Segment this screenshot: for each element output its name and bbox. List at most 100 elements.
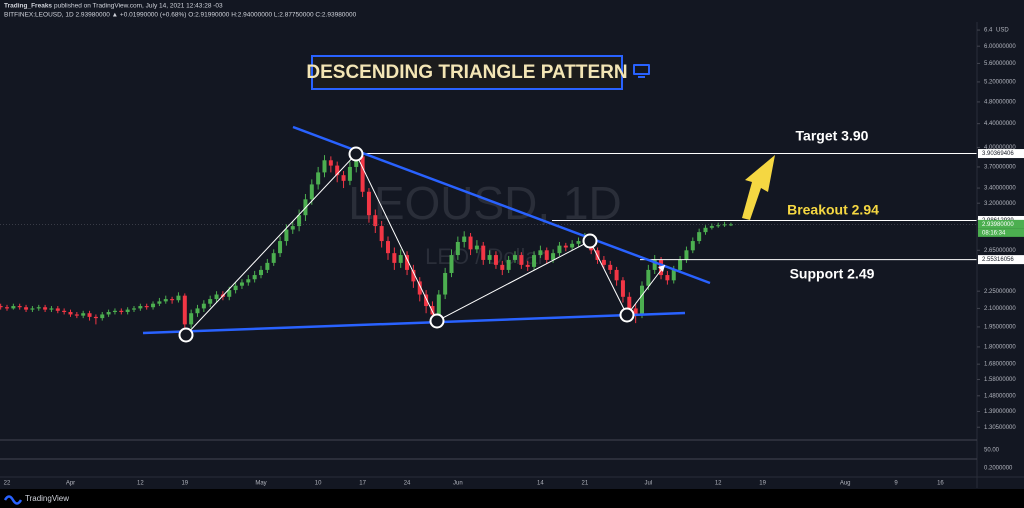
candle-body — [30, 308, 35, 310]
countdown: 08:16:34 — [982, 230, 1006, 236]
x-tick-label: 21 — [582, 481, 589, 487]
title-box — [311, 55, 623, 90]
candle-body — [627, 296, 632, 309]
candle-body — [443, 272, 448, 295]
candle-body — [36, 307, 41, 309]
candle-body — [500, 264, 505, 270]
y-tick-label: 3.40000000 — [984, 186, 1016, 192]
candle-body — [538, 250, 543, 256]
x-tick-label: 10 — [315, 481, 322, 487]
candle-body — [462, 236, 467, 242]
monitor-icon — [633, 64, 650, 78]
candle-body — [68, 312, 73, 315]
levels — [0, 153, 977, 261]
level-label: 2.93980000 — [982, 222, 1014, 228]
y-tick-label: 2.25000000 — [984, 289, 1016, 295]
candle-body — [487, 255, 492, 260]
level-label-box — [978, 255, 1024, 265]
candle-body — [405, 255, 410, 270]
candle-body — [278, 241, 283, 254]
candle-body — [449, 255, 454, 273]
y-tick-label: 2.10000000 — [984, 306, 1016, 312]
candle-body — [112, 310, 117, 313]
y-tick-label: 3.20000000 — [984, 201, 1016, 207]
y-tick-label: 1.39000000 — [984, 409, 1016, 415]
candle-body — [366, 191, 371, 216]
x-tick-label: 17 — [359, 481, 366, 487]
candle-body — [468, 236, 473, 250]
candle-body — [182, 295, 187, 325]
x-tick-label: 14 — [537, 481, 544, 487]
candle-body — [239, 282, 244, 286]
y-tick-label: 2.65000000 — [984, 248, 1016, 254]
y-tick-label: 4.40000000 — [984, 121, 1016, 127]
candle-body — [233, 285, 238, 291]
chart-title: DESCENDING TRIANGLE PATTERN — [306, 62, 627, 83]
candle-body — [519, 255, 524, 265]
candle-body — [436, 294, 441, 315]
candle-body — [316, 172, 321, 185]
x-tick-label: Apr — [66, 481, 75, 487]
header: Trading_Freaks published on TradingView.… — [4, 3, 357, 19]
candle-body — [474, 245, 479, 250]
candle-body — [132, 308, 136, 310]
candle-body — [106, 312, 111, 315]
author: Trading_Freaks — [4, 3, 52, 10]
pivot — [348, 146, 364, 162]
y-tick-label: 5.20000000 — [984, 80, 1016, 86]
candle-body — [640, 285, 644, 315]
footer-logo — [3, 495, 23, 505]
annotation: Support 2.49 — [790, 266, 875, 282]
candle-body — [5, 307, 9, 309]
pane-label: 0.2000000 — [984, 466, 1013, 472]
candle-body — [646, 269, 651, 286]
axes: 6.4 6.00000000 5.60000000 5.20000000 4.80000… — [4, 28, 1024, 487]
candle-body — [55, 308, 60, 311]
candle-body — [722, 224, 727, 226]
candle-body — [570, 243, 575, 248]
candle-body — [417, 281, 422, 295]
candle-body — [411, 269, 416, 282]
zigzag — [185, 153, 666, 336]
x-tick-label: 24 — [404, 481, 411, 487]
symbol-line: BITFINEX:LEOUSD, 1D 2.93980000 ▲ +0.0199… — [4, 12, 357, 19]
candle-body — [271, 253, 276, 263]
candle-body — [297, 215, 302, 227]
candle-body — [360, 156, 365, 192]
candle-body — [119, 310, 124, 313]
candle-body — [335, 165, 340, 176]
candle-body — [176, 295, 181, 301]
watermark-symbol: LEOUSD, 1D — [348, 177, 622, 229]
candle-body — [347, 166, 352, 181]
candle-body — [163, 299, 168, 302]
x-tick-label: Jun — [453, 481, 463, 487]
candle-body — [551, 253, 556, 260]
candle-body — [81, 313, 86, 316]
y-tick-label: 1.58000000 — [984, 377, 1016, 383]
candle-body — [170, 299, 175, 301]
x-tick-label: 12 — [715, 481, 722, 487]
candle-body — [11, 306, 16, 309]
candle-body — [392, 253, 397, 263]
y-tick-label: 6.4 — [984, 28, 993, 34]
candle-body — [157, 301, 162, 304]
candle-body — [74, 314, 79, 316]
y-tick-label: 1.95000000 — [984, 325, 1016, 331]
candle-body — [265, 262, 270, 270]
footer-brand: TradingView — [25, 494, 69, 503]
candle-body — [678, 259, 683, 270]
annotation: Target 3.90 — [796, 128, 869, 144]
candle-body — [684, 250, 689, 260]
pivot — [429, 313, 445, 329]
published: published on TradingView.com, July 14, 2… — [54, 3, 223, 10]
support-trendline — [142, 311, 686, 335]
level-label-box — [978, 149, 1024, 159]
candle-body — [144, 306, 149, 308]
candle-body — [151, 303, 156, 308]
candle-body — [284, 229, 289, 242]
candle-body — [201, 303, 206, 309]
zigzag-arrowhead — [658, 265, 665, 272]
candle-body — [690, 241, 695, 251]
candle-body — [62, 310, 67, 313]
x-tick-label: Jul — [645, 481, 653, 487]
